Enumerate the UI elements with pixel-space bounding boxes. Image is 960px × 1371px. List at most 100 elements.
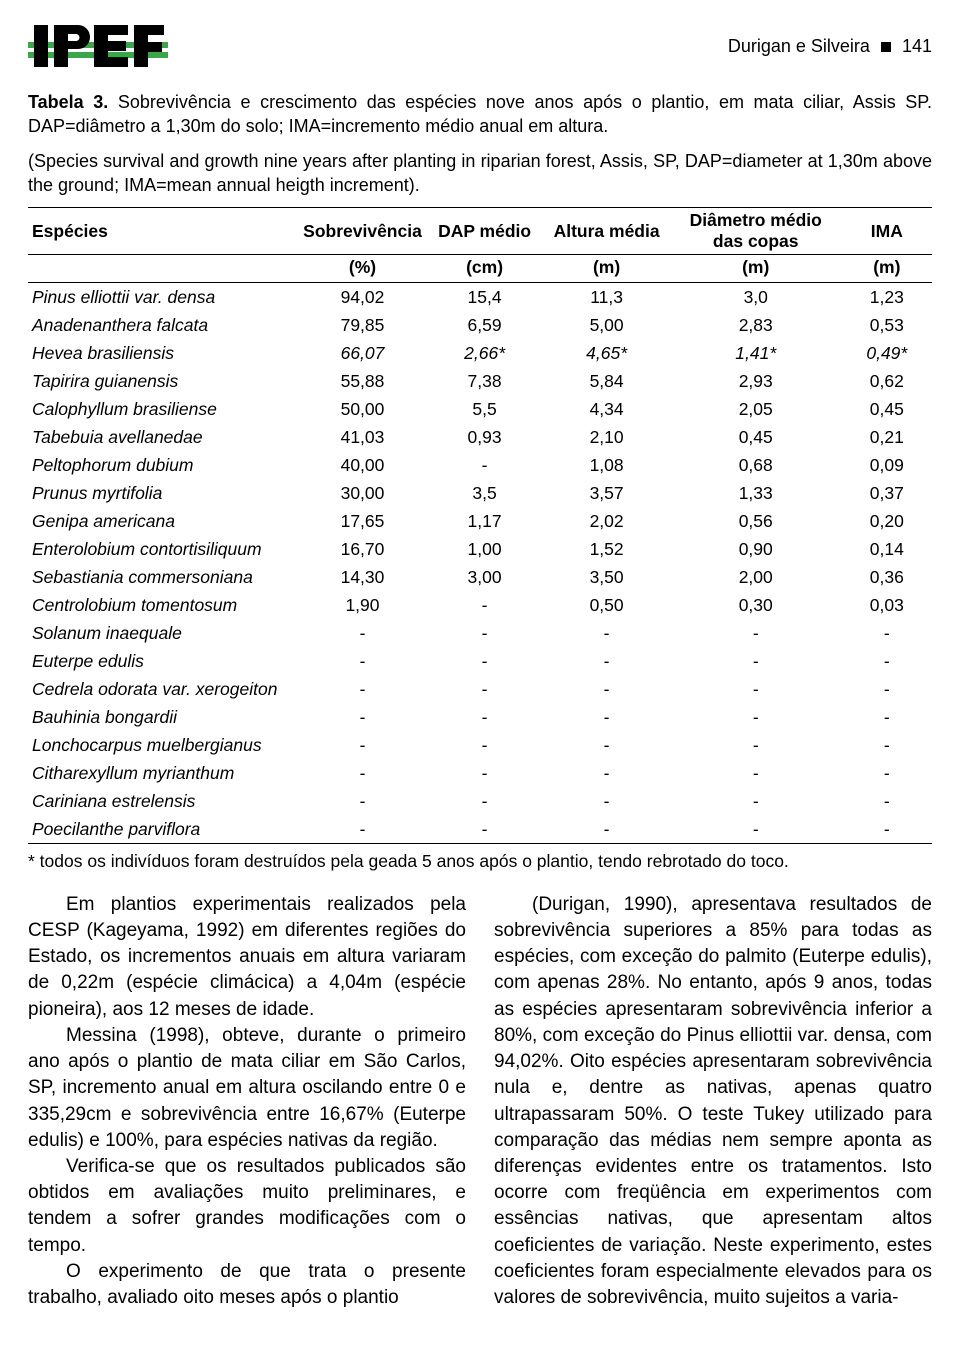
table-row: Tabebuia avellanedae41,030,932,100,450,2…: [28, 423, 932, 451]
caption-text-pt: Sobrevivência e crescimento das espécies…: [28, 92, 932, 136]
value-cell: 3,57: [543, 479, 670, 507]
value-cell: 1,33: [670, 479, 842, 507]
species-cell: Sebastiania commersoniana: [28, 563, 299, 591]
value-cell: -: [670, 619, 842, 647]
value-cell: 55,88: [299, 367, 426, 395]
value-cell: 2,83: [670, 311, 842, 339]
species-cell: Pinus elliottii var. densa: [28, 283, 299, 312]
table-col-header: IMA: [842, 208, 932, 255]
table-row: Calophyllum brasiliense50,005,54,342,050…: [28, 395, 932, 423]
table-col-unit: [28, 255, 299, 283]
value-cell: -: [426, 675, 544, 703]
value-cell: -: [842, 787, 932, 815]
value-cell: -: [543, 731, 670, 759]
value-cell: 1,17: [426, 507, 544, 535]
table-row: Tapirira guianensis55,887,385,842,930,62: [28, 367, 932, 395]
table-col-header: DAP médio: [426, 208, 544, 255]
species-cell: Poecilanthe parviflora: [28, 815, 299, 844]
value-cell: 11,3: [543, 283, 670, 312]
value-cell: 0,09: [842, 451, 932, 479]
body-paragraph: Em plantios experimentais realizados pel…: [28, 892, 466, 1023]
value-cell: 6,59: [426, 311, 544, 339]
table-row: Peltophorum dubium40,00-1,080,680,09: [28, 451, 932, 479]
value-cell: -: [299, 675, 426, 703]
species-cell: Tabebuia avellanedae: [28, 423, 299, 451]
body-paragraph: O experimento de que trata o presente tr…: [28, 1259, 466, 1311]
table-units-row: (%)(cm)(m)(m)(m): [28, 255, 932, 283]
value-cell: -: [670, 787, 842, 815]
table-row: Enterolobium contortisiliquum16,701,001,…: [28, 535, 932, 563]
value-cell: 40,00: [299, 451, 426, 479]
table-row: Anadenanthera falcata79,856,595,002,830,…: [28, 311, 932, 339]
value-cell: 4,65*: [543, 339, 670, 367]
value-cell: 2,93: [670, 367, 842, 395]
value-cell: 2,10: [543, 423, 670, 451]
table-col-header: Diâmetro médio das copas: [670, 208, 842, 255]
value-cell: 1,90: [299, 591, 426, 619]
value-cell: 2,00: [670, 563, 842, 591]
table-caption-en: (Species survival and growth nine years …: [28, 149, 932, 198]
value-cell: 15,4: [426, 283, 544, 312]
value-cell: -: [670, 647, 842, 675]
table-col-unit: (m): [842, 255, 932, 283]
value-cell: 3,5: [426, 479, 544, 507]
species-cell: Lonchocarpus muelbergianus: [28, 731, 299, 759]
value-cell: 0,93: [426, 423, 544, 451]
value-cell: -: [299, 731, 426, 759]
species-cell: Euterpe edulis: [28, 647, 299, 675]
table-row: Solanum inaequale-----: [28, 619, 932, 647]
value-cell: 0,45: [670, 423, 842, 451]
table-col-unit: (m): [670, 255, 842, 283]
value-cell: 5,5: [426, 395, 544, 423]
table-col-unit: (m): [543, 255, 670, 283]
species-cell: Cedrela odorata var. xerogeiton: [28, 675, 299, 703]
value-cell: -: [426, 619, 544, 647]
value-cell: -: [426, 647, 544, 675]
value-cell: -: [670, 759, 842, 787]
value-cell: 0,03: [842, 591, 932, 619]
table-row: Bauhinia bongardii-----: [28, 703, 932, 731]
caption-label: Tabela 3.: [28, 92, 108, 112]
table-col-header: Espécies: [28, 208, 299, 255]
value-cell: 1,41*: [670, 339, 842, 367]
value-cell: -: [842, 703, 932, 731]
body-columns: Em plantios experimentais realizados pel…: [28, 892, 932, 1312]
value-cell: -: [299, 703, 426, 731]
value-cell: 0,49*: [842, 339, 932, 367]
value-cell: -: [670, 675, 842, 703]
species-cell: Prunus myrtifolia: [28, 479, 299, 507]
value-cell: 2,66*: [426, 339, 544, 367]
page-header-row: Durigan e Silveira 141: [28, 20, 932, 72]
value-cell: 0,50: [543, 591, 670, 619]
body-paragraph: Verifica-se que os resultados publicados…: [28, 1154, 466, 1259]
species-cell: Calophyllum brasiliense: [28, 395, 299, 423]
table-caption-pt: Tabela 3. Sobrevivência e crescimento da…: [28, 90, 932, 139]
value-cell: 16,70: [299, 535, 426, 563]
table-col-header: Sobrevivência: [299, 208, 426, 255]
value-cell: -: [842, 675, 932, 703]
table-row: Lonchocarpus muelbergianus-----: [28, 731, 932, 759]
value-cell: 41,03: [299, 423, 426, 451]
value-cell: 50,00: [299, 395, 426, 423]
value-cell: 2,02: [543, 507, 670, 535]
value-cell: 30,00: [299, 479, 426, 507]
value-cell: -: [842, 731, 932, 759]
value-cell: 0,90: [670, 535, 842, 563]
value-cell: -: [670, 815, 842, 844]
value-cell: -: [543, 759, 670, 787]
value-cell: 2,05: [670, 395, 842, 423]
value-cell: 0,37: [842, 479, 932, 507]
value-cell: -: [426, 703, 544, 731]
value-cell: -: [426, 731, 544, 759]
value-cell: 0,21: [842, 423, 932, 451]
species-cell: Hevea brasiliensis: [28, 339, 299, 367]
header-marker-icon: [881, 42, 891, 52]
value-cell: -: [426, 759, 544, 787]
value-cell: -: [543, 815, 670, 844]
species-table: EspéciesSobrevivênciaDAP médioAltura méd…: [28, 207, 932, 844]
table-header-row: EspéciesSobrevivênciaDAP médioAltura méd…: [28, 208, 932, 255]
species-cell: Peltophorum dubium: [28, 451, 299, 479]
value-cell: 94,02: [299, 283, 426, 312]
value-cell: -: [543, 787, 670, 815]
value-cell: 17,65: [299, 507, 426, 535]
